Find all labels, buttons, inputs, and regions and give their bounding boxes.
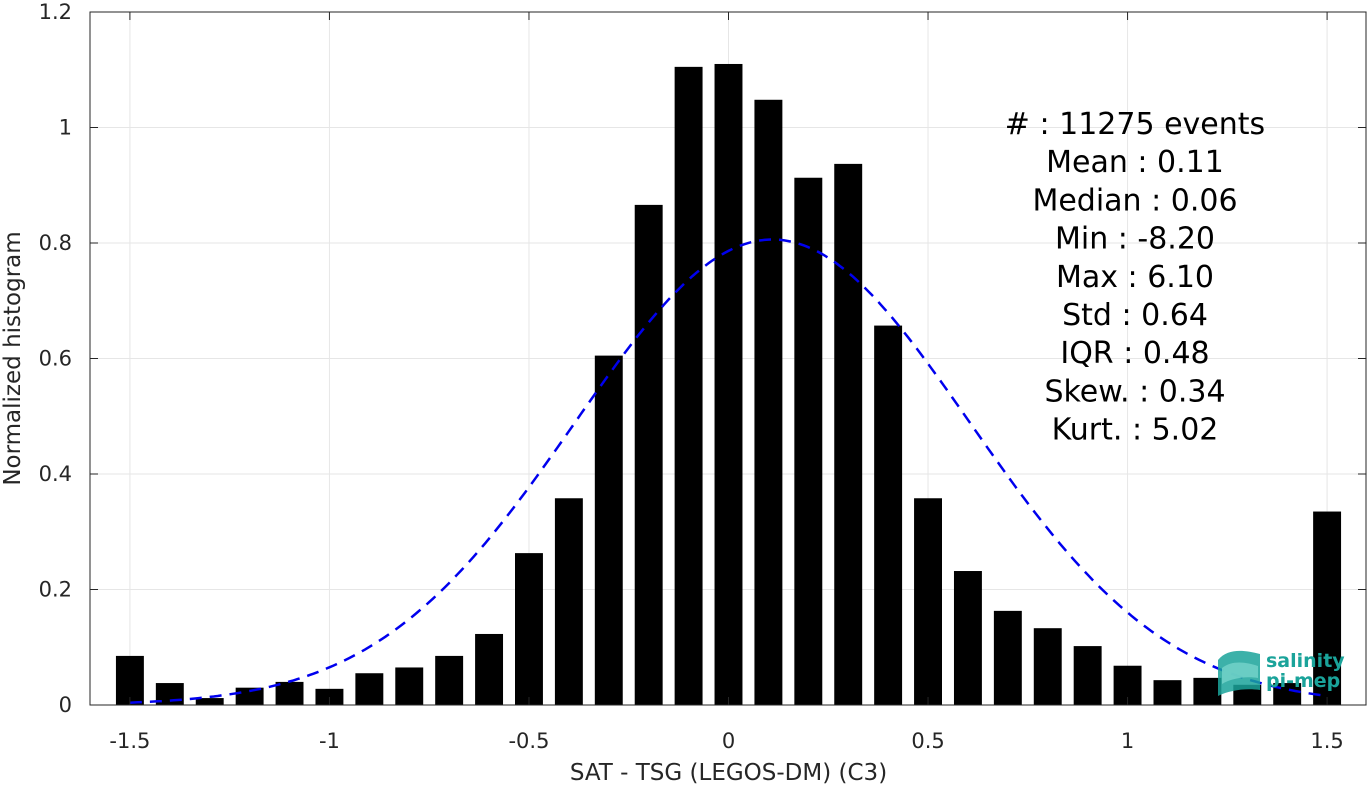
stat-label: IQR — [1060, 336, 1123, 371]
histogram-bar — [475, 633, 504, 705]
histogram-bar — [1033, 628, 1062, 705]
histogram-bar — [834, 163, 863, 705]
y-tick-label: 1.2 — [39, 0, 72, 24]
stat-label: Min — [1055, 222, 1118, 257]
histogram-bar — [594, 355, 623, 705]
stat-separator: : — [1132, 413, 1142, 448]
stat-value: 0.64 — [1132, 298, 1208, 333]
y-tick-label: 0.6 — [39, 347, 72, 371]
y-tick-label: 1 — [59, 116, 72, 140]
stat-line: Kurt. : 5.02 — [1052, 413, 1219, 448]
logo-text-line1: salinity — [1266, 650, 1345, 672]
histogram-bar — [554, 498, 583, 705]
stat-line: IQR : 0.48 — [1060, 336, 1209, 371]
histogram-bar — [1233, 684, 1262, 705]
stat-separator: : — [1139, 374, 1149, 409]
y-tick-label: 0 — [59, 693, 72, 717]
salinity-pi-mep-logo: salinity pi-mep — [1218, 650, 1345, 696]
stat-separator: : — [1137, 145, 1147, 180]
stat-label: Std — [1062, 298, 1121, 333]
histogram-bar — [355, 673, 384, 705]
normal-fit-curve — [129, 238, 1328, 704]
stat-separator: : — [1128, 260, 1138, 295]
histogram-bar — [395, 667, 424, 705]
stat-line: Median : 0.06 — [1032, 183, 1237, 218]
salinity-wave-icon — [1218, 650, 1260, 696]
x-tick-label: 1 — [1121, 729, 1134, 753]
stat-label: Kurt. — [1052, 413, 1132, 448]
histogram-bar — [674, 66, 703, 706]
stat-label: Median — [1032, 183, 1151, 218]
stat-value: 5.02 — [1142, 413, 1218, 448]
stat-separator: : — [1121, 298, 1131, 333]
stat-line: Std : 0.64 — [1062, 298, 1208, 333]
y-tick-label: 0.2 — [39, 578, 72, 602]
histogram-bar — [1073, 646, 1102, 705]
stat-value: 0.11 — [1148, 145, 1224, 180]
histogram-bar — [1313, 511, 1342, 705]
histogram-bar — [1193, 677, 1222, 705]
stat-value: 0.48 — [1133, 336, 1209, 371]
histogram-bars — [115, 63, 1342, 706]
x-tick-label: 0.5 — [911, 729, 944, 753]
stat-line: # : 11275 events — [1005, 107, 1265, 142]
stat-separator: : — [1039, 107, 1049, 142]
histogram-bar — [714, 63, 743, 706]
x-tick-label: -1 — [319, 729, 340, 753]
histogram-bar — [634, 204, 663, 705]
x-axis-ticks: -1.5 -1 -0.5 0 0.5 1 1.5 — [109, 12, 1344, 753]
histogram-bar — [953, 571, 982, 705]
y-tick-label: 0.8 — [39, 231, 72, 255]
stat-line: Skew. : 0.34 — [1044, 374, 1225, 409]
stat-separator: : — [1118, 222, 1128, 257]
stat-label: Skew. — [1044, 374, 1139, 409]
y-axis-label: Normalized histogram — [0, 231, 26, 485]
stat-separator: : — [1151, 183, 1161, 218]
stat-value: 0.06 — [1161, 183, 1237, 218]
x-tick-label: -0.5 — [508, 729, 549, 753]
stat-line: Min : -8.20 — [1055, 222, 1215, 257]
stat-label: # — [1005, 107, 1040, 142]
x-tick-label: 0 — [722, 729, 735, 753]
histogram-bar — [515, 553, 543, 705]
stat-value: -8.20 — [1128, 222, 1215, 257]
histogram-bar — [874, 325, 903, 705]
stat-separator: : — [1123, 336, 1133, 371]
histogram-bar — [754, 99, 783, 705]
histogram-bar — [435, 655, 464, 705]
stat-value: 0.34 — [1149, 374, 1225, 409]
stat-label: Mean — [1046, 145, 1137, 180]
x-tick-label: 1.5 — [1310, 729, 1343, 753]
x-tick-label: -1.5 — [109, 729, 150, 753]
histogram-bar — [195, 698, 224, 705]
histogram-bar — [235, 687, 264, 705]
stat-label: Max — [1056, 260, 1128, 295]
stat-value: 6.10 — [1138, 260, 1214, 295]
histogram-bar — [993, 610, 1022, 705]
histogram-bar — [275, 681, 304, 705]
logo-text-line2: pi-mep — [1266, 670, 1340, 692]
y-axis-ticks: 0 0.2 0.4 0.6 0.8 1 1.2 — [39, 0, 1366, 717]
histogram-bar — [1153, 680, 1182, 705]
histogram-bar — [914, 498, 942, 705]
histogram-bar — [794, 177, 823, 705]
stat-line: Max : 6.10 — [1056, 260, 1214, 295]
y-tick-label: 0.4 — [39, 462, 72, 486]
stat-value: 11275 events — [1050, 107, 1266, 142]
stat-line: Mean : 0.11 — [1046, 145, 1224, 180]
x-axis-label: SAT - TSG (LEGOS-DM) (C3) — [570, 760, 887, 785]
histogram-bar — [315, 688, 344, 705]
histogram-bar — [115, 655, 144, 705]
